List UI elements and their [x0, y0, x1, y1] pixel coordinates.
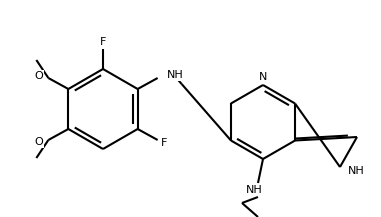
Text: N: N	[259, 72, 267, 82]
Text: O: O	[35, 137, 43, 147]
Text: F: F	[160, 138, 167, 148]
Text: F: F	[100, 37, 106, 47]
Text: NH: NH	[348, 166, 365, 176]
Text: O: O	[35, 71, 43, 81]
Text: NH: NH	[246, 185, 263, 195]
Text: NH: NH	[166, 70, 183, 80]
